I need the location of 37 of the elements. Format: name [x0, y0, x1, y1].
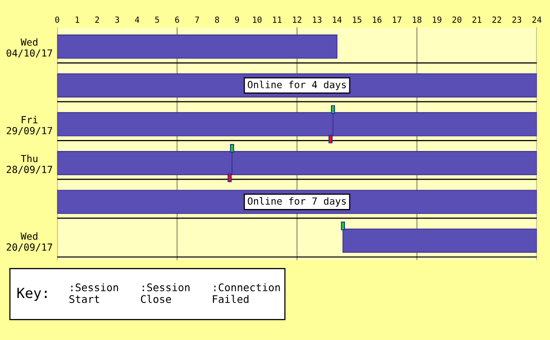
y-tick-label: Wed 20/09/17: [6, 232, 52, 252]
y-tick-label: Fri 29/09/17: [6, 116, 52, 136]
text: :Session Close: [140, 283, 190, 304]
annotation: Online for 7 days: [248, 197, 346, 207]
x-tick-label: 12: [292, 16, 302, 23]
text: :Session Start: [69, 283, 118, 304]
x-tick-label: 21: [472, 16, 482, 23]
x-tick-label: 11: [273, 16, 282, 23]
x-tick-label: 6: [175, 16, 180, 23]
x-tick-label: 18: [412, 16, 422, 23]
x-tick-label: 13: [312, 16, 322, 23]
text: Key:: [17, 288, 47, 301]
y-tick-label: Wed 04/10/17: [6, 38, 52, 58]
x-tick-label: 2: [95, 16, 99, 23]
x-tick-label: 4: [135, 16, 140, 23]
x-tick-label: 7: [195, 16, 199, 23]
x-tick-label: 5: [155, 16, 159, 23]
x-tick-label: 23: [512, 16, 522, 23]
text: :Connection Failed: [212, 283, 280, 304]
bar: [57, 34, 338, 59]
x-tick-label: 9: [235, 16, 239, 23]
x-tick-label: 17: [392, 16, 402, 23]
x-tick-label: 22: [492, 16, 502, 23]
x-tick-label: 8: [215, 16, 220, 23]
y-tick-label: Thu 28/09/17: [6, 154, 52, 174]
annotation: Online for 4 days: [248, 80, 346, 90]
x-tick-label: 10: [253, 16, 262, 23]
x-tick-label: 0: [55, 16, 60, 23]
x-tick-label: 16: [372, 16, 382, 23]
x-tick-label: 20: [452, 16, 462, 23]
x-tick-label: 19: [432, 16, 442, 23]
x-tick-label: 14: [332, 16, 342, 23]
x-tick-label: 24: [532, 16, 542, 23]
x-tick-label: 1: [76, 16, 80, 23]
x-tick-label: 3: [115, 16, 120, 23]
x-tick-label: 15: [352, 16, 362, 23]
bar: [342, 228, 537, 253]
